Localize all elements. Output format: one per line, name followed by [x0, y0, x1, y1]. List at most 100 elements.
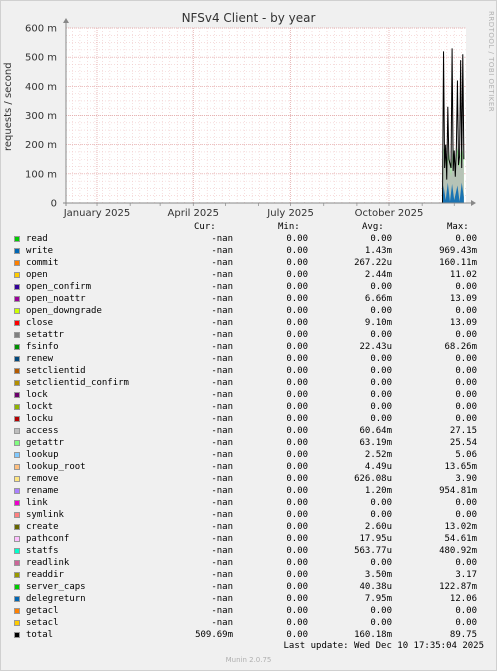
legend-header-avg: Avg:: [362, 222, 384, 232]
legend-value-min: 0.00: [286, 234, 308, 244]
legend-value-avg: 4.49u: [364, 462, 392, 472]
legend-row-lookup: lookup -nan 0.00 2.52m 5.06: [0, 450, 497, 462]
legend-swatch: [14, 368, 20, 374]
legend-value-min: 0.00: [286, 282, 308, 292]
legend-value-min: 0.00: [286, 258, 308, 268]
legend-value-avg: 22.43u: [359, 342, 392, 352]
legend-value-avg: 563.77u: [354, 546, 392, 556]
legend-value-max: 11.02: [449, 270, 477, 280]
legend-value-avg: 0.00: [370, 414, 392, 424]
legend-value-avg: 0.00: [370, 618, 392, 628]
legend-row-access: access -nan 0.00 60.64m 27.15: [0, 426, 497, 438]
legend-value-max: 13.09: [449, 294, 477, 304]
legend-value-max: 0.00: [455, 234, 477, 244]
legend-header-cur: Cur:: [194, 222, 216, 232]
legend-row-create: create -nan 0.00 2.60u 13.02m: [0, 522, 497, 534]
legend-value-max: 0.00: [455, 282, 477, 292]
legend-row-remove: remove -nan 0.00 626.08u 3.90: [0, 474, 497, 486]
legend-value-cur: -nan: [211, 570, 233, 580]
legend-header-max: Max:: [447, 222, 469, 232]
legend-value-max: 13.09: [449, 318, 477, 328]
legend-row-symlink: symlink -nan 0.00 0.00 0.00: [0, 510, 497, 522]
legend-value-max: 122.87m: [439, 582, 477, 592]
legend-value-max: 5.06: [455, 450, 477, 460]
legend-series-name: total: [26, 630, 54, 640]
legend-row-server_caps: server_caps -nan 0.00 40.38u 122.87m: [0, 582, 497, 594]
legend-value-max: 969.43m: [439, 246, 477, 256]
legend-swatch: [14, 320, 20, 326]
legend-row-read: read -nan 0.00 0.00 0.00: [0, 234, 497, 246]
legend-value-cur: -nan: [211, 294, 233, 304]
legend-row-open: open -nan 0.00 2.44m 11.02: [0, 270, 497, 282]
legend-series-name: remove: [26, 474, 59, 484]
legend-swatch: [14, 632, 20, 638]
legend-value-cur: -nan: [211, 510, 233, 520]
chart-title: NFSv4 Client - by year: [181, 11, 316, 25]
legend-value-min: 0.00: [286, 570, 308, 580]
rrdtool-credit: RRDTOOL / TOBI OETIKER: [487, 11, 495, 113]
legend-value-min: 0.00: [286, 354, 308, 364]
legend-swatch: [14, 236, 20, 242]
legend-value-max: 3.90: [455, 474, 477, 484]
legend-swatch: [14, 380, 20, 386]
legend-row-renew: renew -nan 0.00 0.00 0.00: [0, 354, 497, 366]
legend-value-cur: -nan: [211, 402, 233, 412]
legend-swatch: [14, 404, 20, 410]
munin-version: Munin 2.0.75: [225, 656, 272, 664]
legend-value-avg: 0.00: [370, 606, 392, 616]
legend-value-avg: 17.95u: [359, 534, 392, 544]
legend-swatch: [14, 284, 20, 290]
x-tick-label: October 2025: [355, 208, 424, 219]
legend-row-open_noattr: open_noattr -nan 0.00 6.66m 13.09: [0, 294, 497, 306]
legend-value-max: 0.00: [455, 510, 477, 520]
legend-value-avg: 40.38u: [359, 582, 392, 592]
legend-value-max: 0.00: [455, 366, 477, 376]
legend-swatch: [14, 344, 20, 350]
series-area-write: [442, 182, 464, 203]
legend-value-cur: -nan: [211, 486, 233, 496]
legend-value-cur: -nan: [211, 390, 233, 400]
legend-value-cur: -nan: [211, 426, 233, 436]
legend-value-avg: 0.00: [370, 378, 392, 388]
legend-value-cur: -nan: [211, 582, 233, 592]
legend-value-min: 0.00: [286, 306, 308, 316]
legend-swatch: [14, 332, 20, 338]
y-axis-arrow: [63, 18, 69, 23]
legend-value-max: 25.54: [449, 438, 477, 448]
legend-value-avg: 0.00: [370, 282, 392, 292]
legend-value-cur: -nan: [211, 282, 233, 292]
legend-row-setclientid_confirm: setclientid_confirm -nan 0.00 0.00 0.00: [0, 378, 497, 390]
legend-swatch: [14, 464, 20, 470]
legend-series-name: lookup_root: [26, 462, 86, 472]
legend-value-cur: 509.69m: [195, 630, 233, 640]
legend-series-name: setattr: [26, 330, 64, 340]
legend-swatch: [14, 512, 20, 518]
legend-value-min: 0.00: [286, 270, 308, 280]
legend-value-cur: -nan: [211, 414, 233, 424]
legend-series-name: pathconf: [26, 534, 70, 544]
legend-value-avg: 160.18m: [354, 630, 392, 640]
legend-value-max: 0.00: [455, 378, 477, 388]
legend-value-min: 0.00: [286, 318, 308, 328]
legend-value-min: 0.00: [286, 618, 308, 628]
legend-value-avg: 0.00: [370, 330, 392, 340]
legend-value-avg: 0.00: [370, 366, 392, 376]
legend-row-readdir: readdir -nan 0.00 3.50m 3.17: [0, 570, 497, 582]
legend-swatch: [14, 584, 20, 590]
legend-series-name: getattr: [26, 438, 64, 448]
legend-value-min: 0.00: [286, 498, 308, 508]
legend-value-cur: -nan: [211, 354, 233, 364]
legend-swatch: [14, 536, 20, 542]
series-line-total: [440, 48, 465, 204]
legend-series-name: open_downgrade: [26, 306, 102, 316]
legend-series-name: read: [26, 234, 48, 244]
plot-svg: 0 100 m 200 m 300 m 400 m 500 m 600 m January 2…: [25, 18, 476, 219]
legend-series-name: setclientid: [26, 366, 86, 376]
legend-value-avg: 0.00: [370, 390, 392, 400]
legend-row-rename: rename -nan 0.00 1.20m 954.81m: [0, 486, 497, 498]
legend-value-min: 0.00: [286, 294, 308, 304]
legend-value-cur: -nan: [211, 450, 233, 460]
legend-value-max: 89.75: [449, 630, 477, 640]
legend-value-max: 0.00: [455, 606, 477, 616]
legend-value-avg: 6.66m: [364, 294, 392, 304]
